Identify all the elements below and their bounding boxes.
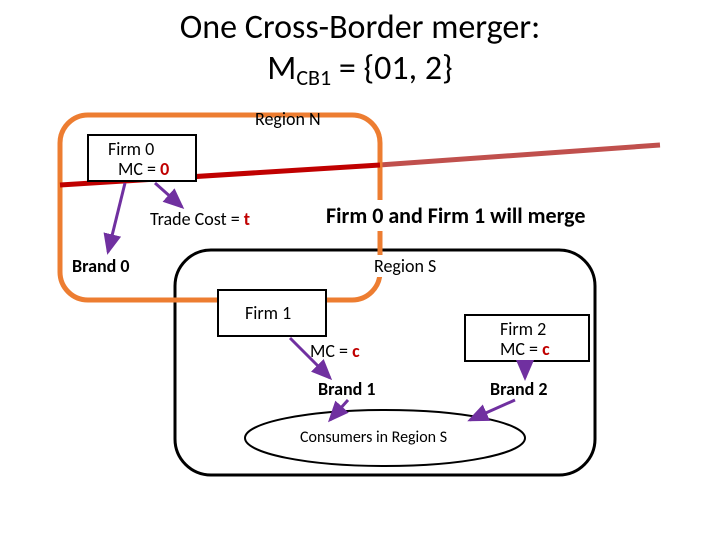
title-eq: = {01, 2} [331, 48, 453, 89]
cross-border-line-left [60, 165, 380, 185]
firm1-mc-val: c [352, 340, 360, 362]
arrow-firm0-brand0 [108, 183, 125, 252]
slide-title: One Cross-Border merger: MCB1 = {01, 2} [0, 8, 720, 90]
firm1-mc-pre: MC = [310, 340, 352, 362]
trade-cost-val: t [244, 208, 250, 230]
firm0-mc-pre: MC = [118, 158, 160, 180]
brand1-label: Brand 1 [318, 378, 376, 400]
cross-border-line-right [380, 145, 660, 165]
region-s-label: Region S [370, 255, 440, 277]
arrow-firm0-trade [155, 183, 182, 207]
firm2-mc-pre: MC = [500, 338, 542, 360]
arrow-brand1-consumers [330, 400, 348, 420]
arrow-brand2-consumers [470, 400, 515, 420]
trade-cost-pre: Trade Cost = [150, 208, 244, 230]
firm0-mc: MC = 0 [118, 158, 169, 180]
firm1-name: Firm 1 [245, 302, 291, 324]
trade-cost: Trade Cost = t [150, 208, 250, 230]
merge-text: Firm 0 and Firm 1 will merge [320, 200, 591, 231]
title-sub: CB1 [296, 64, 331, 91]
region-n-label: Region N [255, 108, 321, 130]
firm0-name: Firm 0 [108, 138, 154, 160]
brand2-label: Brand 2 [490, 378, 548, 400]
title-line1: One Cross-Border merger: [0, 8, 720, 49]
firm2-mc-val: c [542, 338, 550, 360]
firm2-name: Firm 2 [500, 318, 546, 340]
title-M: M [267, 48, 296, 89]
consumers-label: Consumers in Region S [300, 428, 447, 447]
firm2-mc: MC = c [500, 338, 550, 360]
firm1-mc: MC = c [310, 340, 360, 362]
firm0-mc-val: 0 [160, 158, 169, 180]
brand0-label: Brand 0 [72, 255, 130, 277]
